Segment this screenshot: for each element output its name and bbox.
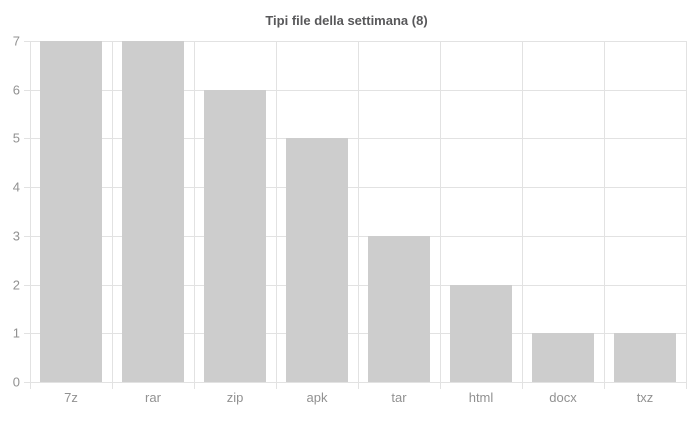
y-gridline (24, 235, 686, 237)
x-tick-label: tar (391, 390, 407, 405)
x-gridline (604, 41, 605, 389)
x-gridline (194, 41, 195, 389)
y-gridline (24, 138, 686, 140)
plot-area: 0 1 2 3 4 5 6 7 7z rar zip apk tar html docx txz (13, 35, 687, 404)
bar (204, 89, 266, 382)
bar (532, 333, 594, 382)
chart-title: Tipi file della settimana (8) (265, 13, 428, 28)
y-tick-label: 4 (12, 179, 20, 195)
y-tick-label: 1 (12, 325, 20, 341)
x-gridline (440, 41, 441, 389)
x-tick-label: rar (145, 390, 161, 405)
x-tick-label: 7z (64, 390, 78, 405)
y-tick-label: 6 (12, 82, 20, 98)
y-tick-label: 7 (12, 33, 20, 49)
y-tick-label: 5 (12, 130, 20, 146)
x-tick-label: txz (636, 390, 654, 405)
x-gridline (276, 41, 277, 389)
bar (614, 333, 676, 382)
bar (450, 284, 512, 382)
bar (40, 41, 102, 382)
y-gridline (24, 284, 686, 286)
x-gridline (522, 41, 523, 389)
y-tick-label: 2 (12, 277, 20, 293)
x-gridline (112, 41, 113, 389)
x-tick-label: docx (549, 390, 577, 405)
y-gridline (24, 382, 686, 383)
x-gridline (30, 41, 31, 389)
bar (286, 138, 348, 382)
y-gridline (24, 41, 686, 42)
y-tick-label: 3 (12, 228, 20, 244)
x-tick-label: html (468, 390, 494, 405)
y-gridline (24, 333, 686, 335)
y-gridline (24, 187, 686, 189)
x-tick-label: apk (306, 390, 328, 405)
x-gridline (358, 41, 359, 389)
x-gridline (686, 41, 687, 389)
bar (122, 41, 184, 382)
y-gridline (24, 89, 686, 91)
y-tick-label: 0 (12, 374, 20, 390)
bar (368, 235, 430, 382)
x-tick-label: zip (226, 390, 244, 405)
